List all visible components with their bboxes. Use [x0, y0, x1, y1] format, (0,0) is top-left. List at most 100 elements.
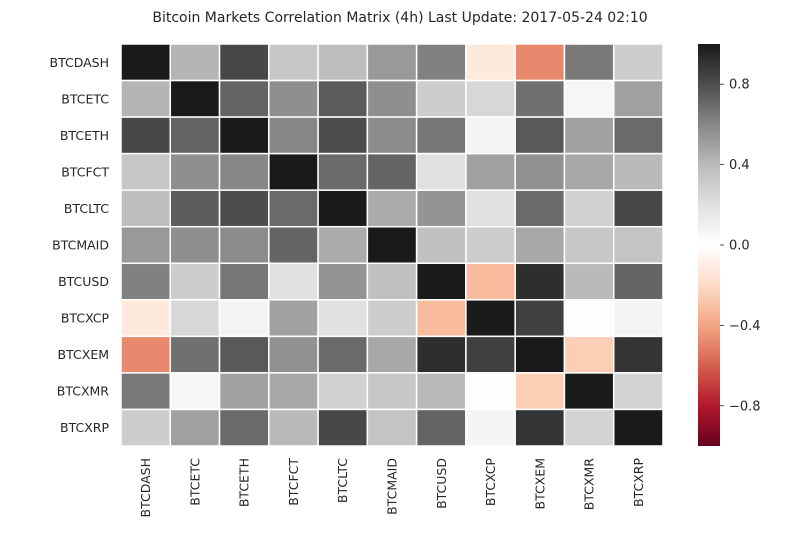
heatmap-cell	[317, 372, 369, 411]
heatmap-cell	[514, 79, 566, 118]
row-tick-label: BTCMAID	[52, 238, 109, 253]
colorbar-ticks: −0.8 −0.4 0.0 0.4 0.8	[720, 78, 761, 414]
heatmap-cell	[317, 408, 369, 447]
row-tick-label: BTCXMR	[57, 384, 110, 399]
heatmap-cell	[465, 79, 516, 118]
heatmap-cell	[268, 335, 319, 374]
column-tick-label: BTCXCP	[483, 458, 498, 507]
heatmap-cell	[563, 189, 615, 228]
heatmap-cell	[415, 335, 467, 374]
heatmap-cell	[415, 152, 467, 191]
colorbar-tick-label: 0.4	[729, 158, 750, 173]
heatmap-cell	[415, 408, 467, 447]
heatmap-cell	[268, 43, 319, 82]
heatmap-cell	[612, 262, 664, 301]
heatmap-cell	[366, 372, 418, 411]
heatmap-cell	[317, 152, 369, 191]
heatmap-cell	[218, 408, 270, 447]
heatmap-cell	[415, 116, 467, 155]
heatmap-cell	[268, 152, 319, 191]
heatmap-cell	[514, 335, 566, 374]
heatmap-cell	[218, 262, 270, 301]
heatmap-cell	[612, 408, 664, 447]
column-tick-label: BTCXRP	[631, 458, 646, 507]
heatmap-cell	[563, 262, 615, 301]
heatmap-cell	[268, 299, 319, 338]
column-tick-label: BTCUSD	[434, 458, 449, 509]
colorbar	[698, 44, 720, 446]
heatmap-cell	[169, 225, 221, 265]
row-tick-labels: BTCDASH BTCETC BTCETH BTCFCT BTCLTC BTCMAID BT…	[50, 55, 110, 435]
column-tick-labels: BTCDASH BTCETC BTCETH BTCFCT BTCLTC BTCMAID BT…	[138, 458, 646, 518]
heatmap-cell	[218, 225, 270, 265]
heatmap-cell	[514, 372, 566, 411]
heatmap-cell	[169, 299, 221, 338]
heatmap-cell	[366, 335, 418, 374]
row-tick-label: BTCXCP	[61, 311, 110, 326]
heatmap-cell	[120, 43, 172, 82]
heatmap-cell	[612, 116, 664, 155]
heatmap-cell	[415, 189, 467, 228]
heatmap-cell	[120, 262, 172, 301]
colorbar-tick-label: 0.0	[729, 239, 750, 254]
heatmap-cell	[218, 43, 270, 82]
heatmap-cell	[514, 299, 566, 338]
heatmap-cell	[169, 408, 221, 447]
heatmap-cell	[268, 79, 319, 118]
heatmap-cell	[218, 372, 270, 411]
heatmap-cell	[612, 43, 664, 82]
heatmap-cell	[366, 408, 418, 447]
heatmap-cell	[169, 372, 221, 411]
heatmap-cell	[415, 372, 467, 411]
heatmap-cell	[268, 262, 319, 301]
heatmap-cell	[120, 408, 172, 447]
column-tick-label: BTCLTC	[335, 458, 350, 503]
column-tick-label: BTCETH	[237, 458, 252, 507]
heatmap-cell	[514, 152, 566, 191]
heatmap-cell	[120, 189, 172, 228]
heatmap-cell	[366, 43, 418, 82]
column-tick-label: BTCFCT	[286, 458, 301, 506]
heatmap-cell	[268, 225, 319, 265]
heatmap-cell	[465, 299, 516, 338]
heatmap-cell	[317, 225, 369, 265]
heatmap-cell	[415, 299, 467, 338]
heatmap-cell	[563, 335, 615, 374]
heatmap-cell	[465, 335, 516, 374]
row-tick-label: BTCLTC	[64, 201, 109, 216]
row-tick-label: BTCXEM	[58, 347, 109, 362]
heatmap-cell	[465, 262, 516, 301]
heatmap-cell	[514, 189, 566, 228]
heatmap-cell	[317, 335, 369, 374]
heatmap-cell	[612, 189, 664, 228]
column-tick-label: BTCXEM	[532, 458, 547, 509]
heatmap-cell	[514, 225, 566, 265]
chart-title: Bitcoin Markets Correlation Matrix (4h) …	[152, 10, 647, 26]
heatmap-cell	[169, 189, 221, 228]
heatmap-cell	[563, 408, 615, 447]
column-tick-label: BTCXMR	[582, 458, 597, 511]
heatmap-cell	[120, 152, 172, 191]
row-tick-label: BTCDASH	[50, 55, 110, 70]
heatmap-cell	[563, 372, 615, 411]
heatmap-cell	[169, 152, 221, 191]
heatmap-cell	[317, 79, 369, 118]
heatmap-cell	[465, 189, 516, 228]
heatmap-cell	[218, 79, 270, 118]
heatmap-cell	[317, 43, 369, 82]
heatmap-cell	[218, 116, 270, 155]
heatmap-cell	[366, 225, 418, 265]
row-tick-label: BTCETH	[60, 128, 109, 143]
heatmap-cell	[366, 262, 418, 301]
heatmap-cell	[563, 152, 615, 191]
heatmap-cell	[366, 152, 418, 191]
heatmap-cell	[514, 43, 566, 82]
heatmap-cell	[465, 152, 516, 191]
heatmap-cell	[366, 299, 418, 338]
heatmap-cell	[120, 335, 172, 374]
heatmap-cell	[415, 43, 467, 82]
heatmap-cell	[612, 79, 664, 118]
heatmap-cell	[120, 225, 172, 265]
heatmap-cell	[563, 43, 615, 82]
